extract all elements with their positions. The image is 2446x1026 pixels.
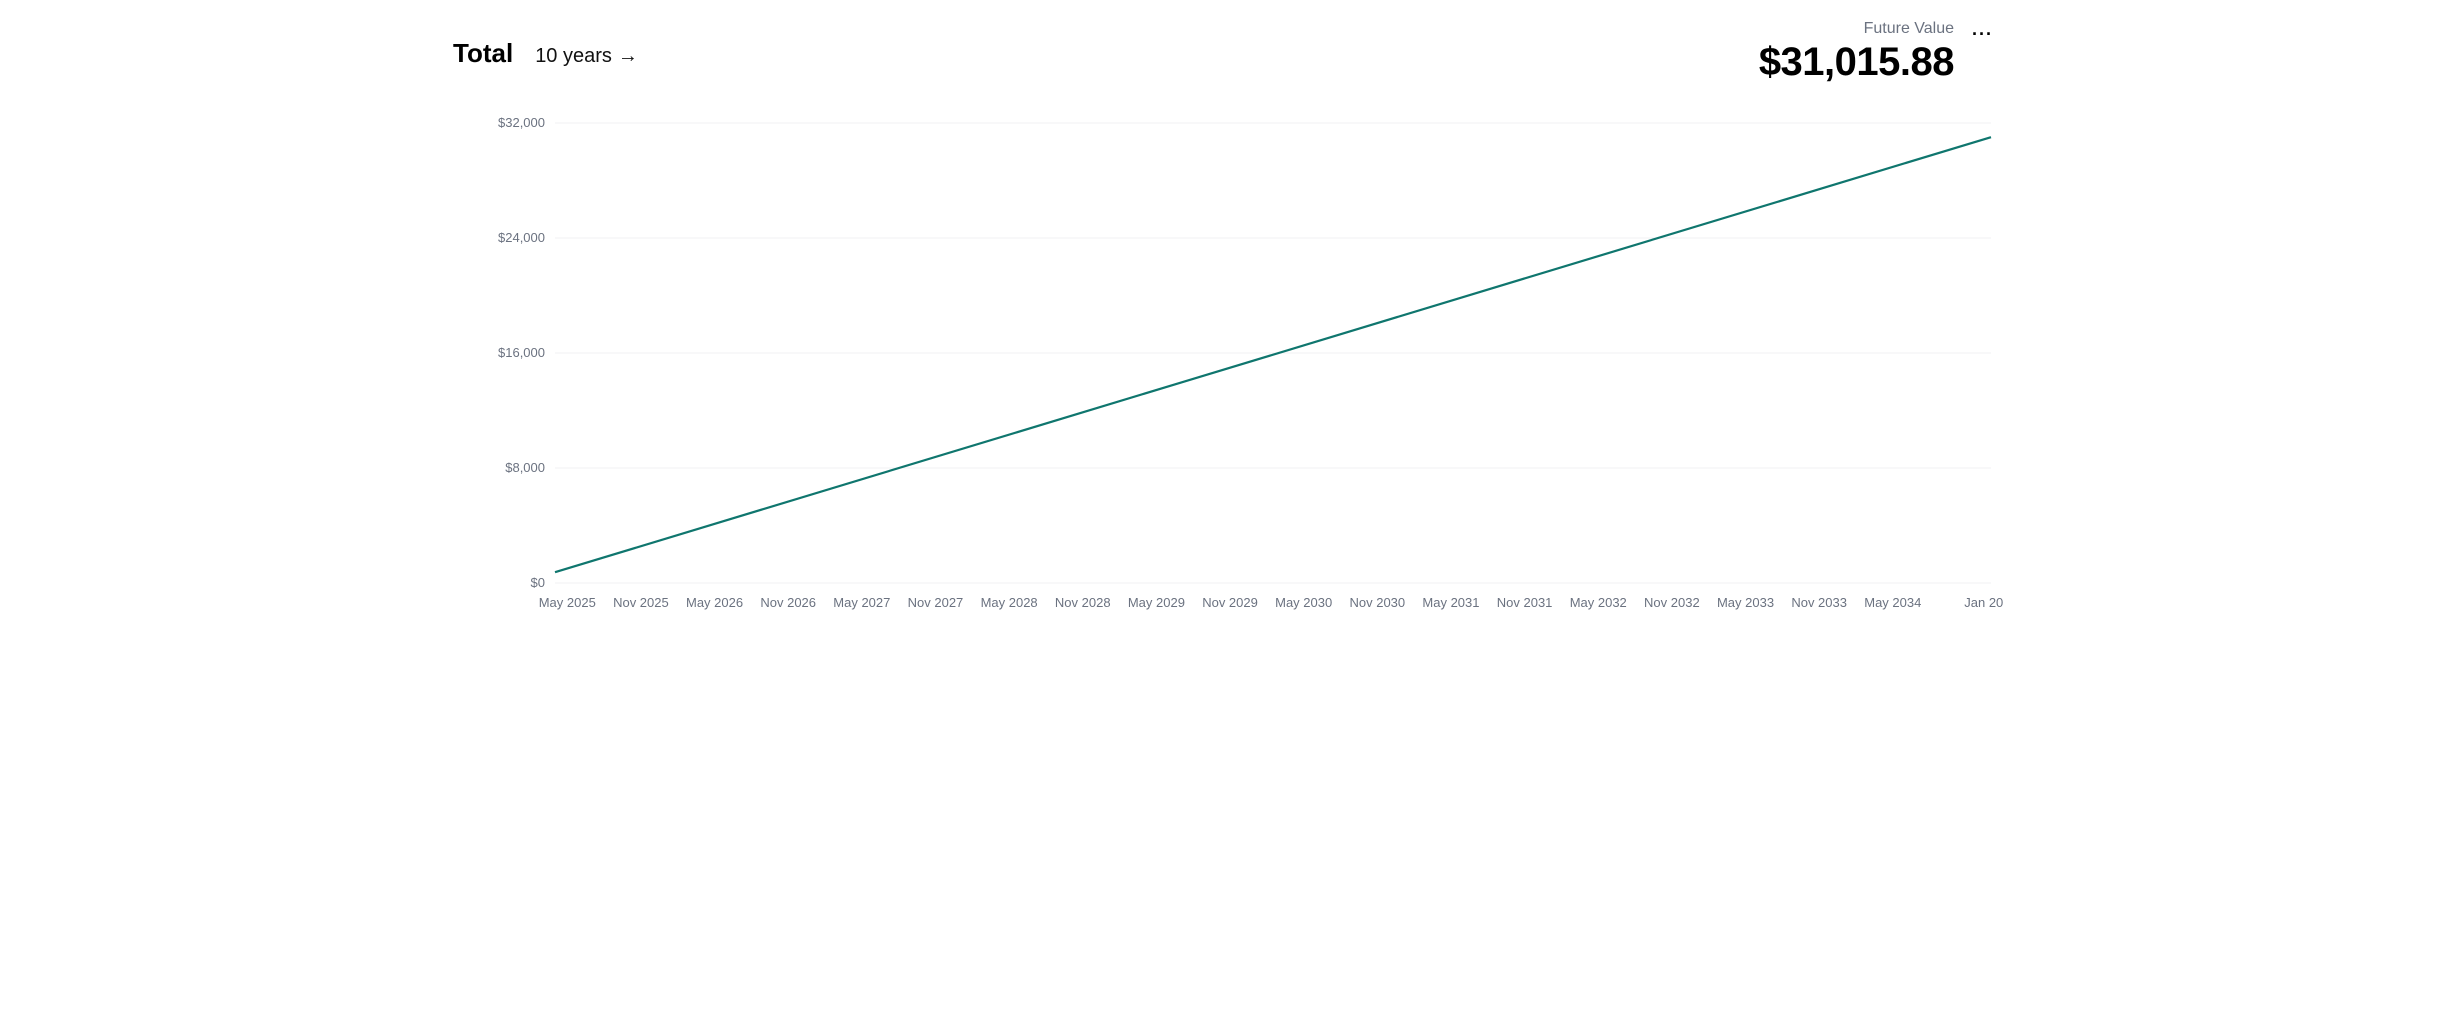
y-axis-label: $32,000 [498, 115, 545, 130]
x-axis-label: Nov 2027 [908, 595, 964, 610]
page-title: Total [453, 38, 513, 69]
x-axis-label: May 2033 [1717, 595, 1774, 610]
x-axis-label: May 2029 [1128, 595, 1185, 610]
x-axis-label: May 2032 [1570, 595, 1627, 610]
period-label: 10 years [535, 45, 612, 68]
x-axis-label: May 2028 [981, 595, 1038, 610]
x-axis-label: Nov 2028 [1055, 595, 1111, 610]
x-axis-label: Jan 2035 [1964, 595, 2003, 610]
more-options-button[interactable]: ··· [1972, 20, 1993, 45]
header-left: Total 10 years → [453, 20, 638, 69]
value-block: Future Value $31,015.88 [1759, 20, 1954, 85]
x-axis-label: May 2027 [833, 595, 890, 610]
value-label: Future Value [1759, 20, 1954, 38]
chart-card: Total 10 years → Future Value $31,015.88… [443, 20, 2003, 623]
x-axis-label: May 2031 [1422, 595, 1479, 610]
y-axis-label: $16,000 [498, 345, 545, 360]
x-axis-label: Nov 2031 [1497, 595, 1553, 610]
period-selector[interactable]: 10 years → [535, 45, 638, 68]
y-axis-label: $8,000 [505, 460, 545, 475]
y-axis-label: $24,000 [498, 230, 545, 245]
x-axis-label: Nov 2025 [613, 595, 669, 610]
value-amount: $31,015.88 [1759, 40, 1954, 85]
line-chart[interactable]: $0 $8,000 $16,000 $24,000 $32,000 May 2025 Nov… [443, 103, 2003, 623]
x-axis-label: Nov 2026 [760, 595, 816, 610]
x-axis-label: Nov 2030 [1349, 595, 1405, 610]
x-axis-label: May 2034 [1864, 595, 1921, 610]
header-right: Future Value $31,015.88 ··· [1759, 20, 1993, 85]
x-axis-label: May 2026 [686, 595, 743, 610]
series-line-future-value [555, 137, 1991, 572]
header: Total 10 years → Future Value $31,015.88… [443, 20, 2003, 85]
chart-area: $0 $8,000 $16,000 $24,000 $32,000 May 2025 Nov… [443, 103, 2003, 623]
x-axis-label: Nov 2029 [1202, 595, 1258, 610]
x-axis-label: May 2030 [1275, 595, 1332, 610]
ellipsis-icon: ··· [1972, 24, 1993, 44]
x-axis-label: Nov 2032 [1644, 595, 1700, 610]
y-axis-label: $0 [531, 575, 545, 590]
x-axis-label: Nov 2033 [1791, 595, 1847, 610]
arrow-right-icon: → [618, 45, 638, 68]
x-axis-label: May 2025 [539, 595, 596, 610]
